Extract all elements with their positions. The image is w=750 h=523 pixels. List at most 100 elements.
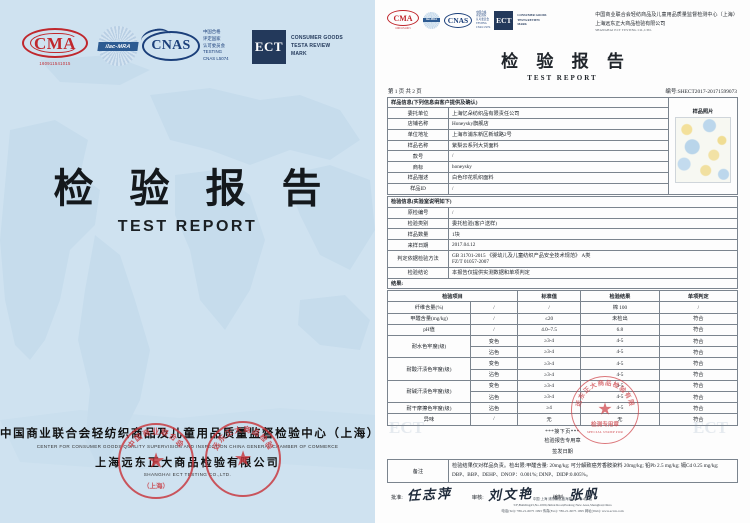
cnas-side-line-4: TESTING [476, 21, 487, 25]
result-sub-5: 变色 [470, 357, 518, 370]
result-value-9: 4-5 [580, 402, 660, 415]
table-header-row: 检验项目 标准值 检验结果 单项判定 [387, 290, 739, 303]
result-sub-9: 沾色 [470, 402, 518, 415]
result-item-7: 耐碱汗渍色牢度(级) [387, 379, 471, 404]
signature-prepare: 编制: 张帆 [553, 486, 599, 503]
cma-oval-icon: CMA [22, 28, 88, 58]
ect-side-line-2: TESTA REVIEW [517, 17, 541, 22]
cover-footer-org-cn: 中国商业联合会轻纺织商品及儿童用品质量监督检验中心（上海） [0, 428, 375, 440]
result-item-10: 异味 [387, 413, 471, 426]
result-standard-3: ≥3-4 [516, 335, 582, 348]
report-title-en: TEST REPORT [527, 74, 598, 82]
result-value-3: 4-5 [580, 335, 660, 348]
result-item-0: 纤维含量(%) [387, 301, 471, 314]
result-sub-3: 变色 [470, 335, 518, 348]
cnas-side-line-3: 认可委员会 [476, 18, 489, 22]
result-sub-6: 沾色 [470, 368, 518, 381]
signature-approve: 批准: 任志萍 [391, 486, 452, 503]
result-sub-1: / [470, 312, 518, 325]
sample-info-table: 样品信息(下列信息由客户提供及确认) 样品照片 委托单位 上海忆朵纺织品有限责任公… [387, 96, 738, 195]
table-row: 检验信息(实验室说明如下) [387, 196, 738, 208]
cnas-side-line-3: 认可委员会 [203, 42, 225, 48]
lab-value-4: GB 31701-2015 《婴幼儿及儿童纺织产品安全技术规范》 A类 FZ/T… [448, 249, 738, 268]
remark-table: 备注 检验结果仅对样品负责。检出限:甲醛含量: 20mg/kg; 可分解致癌芳香… [387, 459, 738, 483]
cnas-logo-group: ilac-MRA CNAS 中国合格 评定国家 认可委员会 TESTING CN… [97, 26, 229, 66]
ect-side-text: CONSUMER GOODS TESTA REVIEW MARK [291, 35, 343, 58]
signature-review: 审核: 刘文艳 [471, 486, 533, 503]
cnas-side-line-5: CNAS L5074 [203, 55, 229, 61]
cnas-side-line-1: 中国合格 [203, 29, 221, 35]
footer-address-en: 5/F,Building43,No.1000,Jinhai Road,Pudon… [513, 502, 612, 507]
report-title-block: 检 验 报 告 TEST REPORT [387, 47, 738, 82]
result-verdict-9: 符合 [658, 402, 739, 415]
signature-label-1: 审核: [471, 494, 484, 501]
result-verdict-2: 符合 [658, 323, 739, 337]
lab-label-2: 样品数量 [387, 228, 449, 241]
lab-info-table: 检验信息(实验室说明如下) 原检编号 / 检验类别 委托检验(客户送样) 样品数量 1… [387, 196, 738, 290]
report-org-line-2: 上海远东正大商品检验有限公司 [595, 21, 666, 27]
table-row: 判定依据检验方法 GB 31701-2015 《婴幼儿及儿童纺织产品安全技术规范》… [387, 249, 738, 268]
result-item-2: pH值 [387, 323, 471, 337]
cnas-side-text: 中国合格 评定国家 认可委员会 TESTING CNAS L5074 [476, 11, 490, 30]
result-value-0: 棉 100 [580, 301, 660, 314]
ect-logo-text: ECT [494, 10, 514, 30]
result-standard-2: 4.0~7.5 [516, 323, 582, 337]
results-section-title: 结果: [387, 277, 738, 290]
sample-value-5: honeysky [448, 161, 669, 173]
table-row: 样品信息(下列信息由客户提供及确认) 样品照片 [387, 96, 738, 195]
table-row: 耐干摩擦色牢度(级) 沾色 ≥4 4-5 符合 [387, 402, 739, 415]
footer-contact: 电话(Tel): +86-21-6075 1993 传真(Fax): +86-2… [501, 509, 624, 513]
results-header-4: 单项判定 [658, 290, 739, 303]
result-sub-7: 变色 [470, 379, 518, 392]
result-verdict-4: 符合 [658, 346, 739, 359]
ilac-logo-text: ilac-MRA [105, 43, 131, 50]
result-value-7: 4-5 [580, 379, 660, 392]
result-sub-0: / [470, 301, 518, 314]
cnas-oval-icon: CNAS [139, 26, 200, 61]
sample-label-0: 委托单位 [387, 107, 449, 120]
sample-value-0: 上海忆朵纺织品有限责任公司 [448, 107, 669, 120]
report-meta-row: 第 1 页 共 2 页 编号:SHECT2017-20171599073 [387, 87, 738, 95]
result-standard-7: ≥3-4 [516, 379, 582, 392]
result-verdict-0: / [658, 301, 739, 314]
ect-side-line-2: TESTA REVIEW [291, 43, 331, 50]
sample-value-1: Honeysky旗舰店 [448, 118, 669, 130]
footer-address-cn: 中国·上海 浦东新区金海路1000号4幢5层 [532, 497, 593, 501]
lab-label-0: 原检编号 [387, 206, 449, 219]
cnas-side-line-4: TESTING [203, 49, 223, 55]
cnas-side-line-2: 评定国家 [476, 14, 487, 18]
result-standard-1: ≤20 [516, 312, 582, 325]
table-row: 检验结论 本报告仅提供实测数据和单项判定 [387, 266, 738, 279]
report-logo-row: CMA 160911541015 ilac-MRA CNAS 中国合格 评定国家… [387, 10, 546, 30]
sample-photo-cell: 样品照片 [668, 96, 738, 195]
cma-logo-text: CMA [33, 33, 77, 53]
ect-side-line-3: MARK [291, 50, 307, 57]
cnas-logo-text: CNAS [151, 37, 191, 53]
table-row: 甲醛含量(mg/kg) / ≤20 未检出 符合 [387, 312, 739, 325]
cnas-side-line-5: CNAS L5074 [476, 25, 491, 29]
sample-value-6: 白色印花机织面料 [448, 171, 669, 184]
table-row: 纤维含量(%) / / 棉 100 / [387, 301, 739, 314]
results-header-0: 检验项目 [387, 290, 518, 303]
table-row: 检验类别 委托检验(客户送样) [387, 217, 738, 230]
sample-photo-image [675, 117, 731, 184]
table-row: 耐酸汗渍色牢度(级) 变色 ≥3-4 4-5 符合 [387, 357, 739, 381]
sample-value-4: / [448, 150, 669, 163]
report-page: ECT ECT CMA 160911541015 ilac-MRA CNAS [375, 0, 750, 523]
report-content: CMA 160911541015 ilac-MRA CNAS 中国合格 评定国家… [387, 10, 739, 503]
table-row: 原检编号 / [387, 206, 738, 219]
result-verdict-1: 符合 [658, 312, 739, 325]
cover-footer-company-en: SHANGHAI ECT TESTING CO.,LTD. [143, 472, 232, 477]
stamp-note-line-2: 签发日期 [552, 448, 573, 455]
result-standard-5: ≥3-4 [516, 357, 582, 370]
report-org-line-1: 中国商业联合会轻纺商品及儿童用品质量监督检测中心（上海） [595, 13, 738, 18]
sample-label-6: 样品描述 [387, 171, 449, 184]
stamp-note-block: 检验报告专用章 签发日期 [387, 436, 738, 458]
lab-label-5: 检验结论 [387, 266, 449, 279]
ect-side-text: CONSUMER GOODS TESTA REVIEW MARK [517, 13, 546, 27]
table-row: 结果: [387, 277, 738, 290]
world-map-watermark [0, 0, 375, 523]
table-row: 异味 / 无 无 符合 [387, 413, 739, 426]
table-row: 沾色 ≥3-4 4-5 符合 [388, 390, 739, 404]
result-value-5: 4-5 [580, 357, 660, 370]
